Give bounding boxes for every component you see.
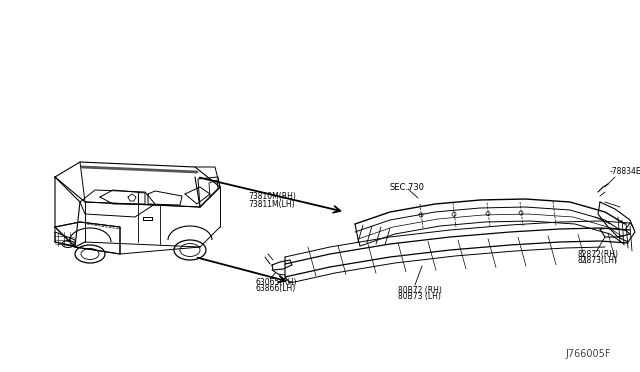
- Text: 80B73 (LH): 80B73 (LH): [398, 292, 441, 301]
- Text: 73811M(LH): 73811M(LH): [248, 199, 294, 208]
- Text: 80B72 (RH): 80B72 (RH): [398, 285, 442, 295]
- Text: 82873(LH): 82873(LH): [578, 257, 618, 266]
- Text: 82872(RH): 82872(RH): [578, 250, 619, 259]
- Text: SEC.730: SEC.730: [390, 183, 425, 192]
- Text: 63866(LH): 63866(LH): [255, 285, 295, 294]
- Text: 63065(RH): 63065(RH): [255, 278, 296, 286]
- Text: -78834E: -78834E: [610, 167, 640, 176]
- Text: 73810M(RH): 73810M(RH): [248, 192, 296, 201]
- Text: J766005F: J766005F: [565, 349, 611, 359]
